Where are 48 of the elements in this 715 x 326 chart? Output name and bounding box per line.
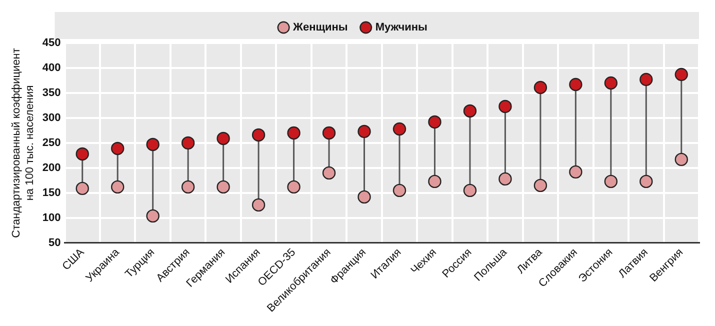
y-tick-label: 250 [42,136,61,149]
point [252,198,266,212]
point [428,115,442,129]
point [287,126,300,140]
point [146,138,160,152]
point [392,184,406,198]
point [76,182,89,196]
y-tick-label: 400 [42,62,61,74]
point [358,190,371,204]
point [498,172,512,186]
point [181,136,195,150]
point [111,180,124,194]
y-tick-label: 200 [42,162,61,174]
point [322,166,336,180]
point [498,100,512,114]
point [534,178,548,192]
y-tick-label: 100 [42,212,61,224]
point [604,76,618,90]
point [76,147,89,161]
legend-label: Мужчины [375,22,428,34]
point [674,152,688,166]
point [674,68,688,82]
point [181,180,195,194]
y-tick-label: 450 [42,37,61,50]
point [463,184,477,198]
point [428,174,442,188]
y-tick-label: 300 [42,112,61,124]
point [569,165,582,179]
point [111,142,124,156]
point [569,78,582,92]
point [322,126,336,140]
point [216,132,230,146]
point [640,174,653,188]
point [252,128,266,142]
point [604,174,618,188]
y-tick-label: 50 [48,236,61,249]
point [216,180,230,194]
point [640,72,653,86]
legend-label: Женщины [292,22,348,34]
point [534,80,548,94]
point [463,104,477,118]
y-tick-label: 350 [42,87,61,100]
point [146,209,160,223]
point [287,180,300,194]
point [392,122,406,136]
y-axis-title: Стандартизированный коэффициент на 100 тыс. населения [10,48,36,238]
y-tick-label: 150 [42,186,61,199]
point [358,124,371,138]
